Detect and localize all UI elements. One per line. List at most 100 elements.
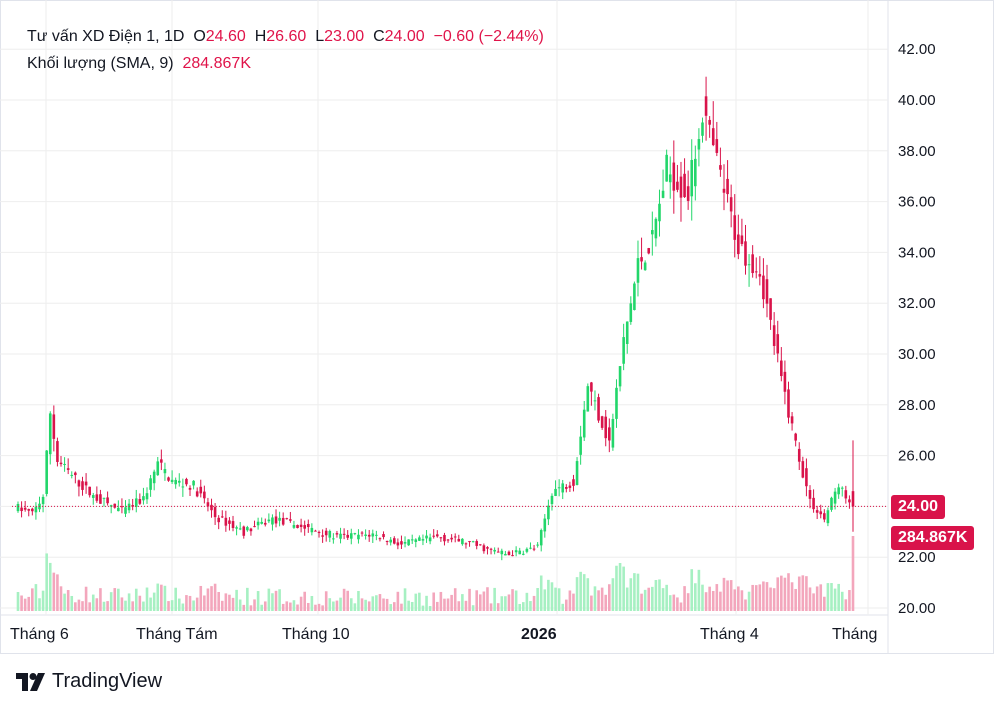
volume-bar	[529, 601, 532, 611]
candle-body	[256, 521, 260, 526]
volume-bar	[260, 604, 263, 611]
candle-body	[568, 485, 572, 488]
candle-body	[711, 128, 715, 146]
candle-body	[371, 533, 375, 537]
candle-body	[729, 197, 733, 212]
candle-body	[56, 441, 59, 462]
candle-body	[722, 188, 726, 193]
candle-body	[543, 518, 547, 532]
volume-bar	[518, 603, 522, 611]
candle-body	[665, 154, 668, 182]
candle-body	[192, 480, 195, 486]
low-value: 23.00	[324, 28, 365, 45]
volume-bar	[550, 582, 554, 611]
volume-bar	[242, 604, 246, 611]
candle-body	[486, 547, 489, 549]
volume-bar	[263, 601, 267, 611]
volume-bar	[715, 584, 719, 611]
volume-bar	[177, 598, 181, 611]
candle-body	[231, 521, 235, 528]
candle-body	[102, 497, 106, 499]
volume-bar	[522, 602, 525, 611]
candle-body	[443, 534, 446, 542]
volume-bar	[665, 584, 668, 611]
candle-body	[586, 386, 590, 412]
volume-bar	[253, 599, 256, 611]
candle-body	[758, 274, 762, 277]
candle-body	[754, 271, 758, 273]
symbol-label[interactable]: Tư vấn XD Điện 1, 1D	[27, 28, 185, 45]
y-tick-label: 20.00	[898, 600, 936, 617]
candle-body	[188, 487, 192, 490]
candle-body	[99, 494, 102, 504]
volume-bar	[88, 602, 91, 611]
candle-body	[418, 537, 421, 541]
high-value: 26.60	[266, 28, 307, 45]
candle-body	[547, 505, 550, 520]
candle-body	[575, 461, 579, 485]
volume-bar	[711, 590, 715, 611]
low-label: L	[315, 28, 325, 45]
volume-bar	[830, 583, 833, 611]
candle-body	[167, 477, 170, 481]
candle-body	[686, 186, 690, 201]
candle-body	[131, 505, 134, 507]
candle-body	[769, 298, 772, 320]
candle-body	[550, 495, 554, 505]
volume-bar	[281, 603, 285, 611]
candle-body	[801, 461, 805, 478]
candle-body	[532, 548, 536, 550]
candle-body	[278, 517, 281, 521]
volume-bar	[554, 587, 557, 611]
candle-body	[765, 279, 769, 304]
volume-bar	[199, 585, 203, 611]
candle-body	[414, 539, 418, 542]
candle-body	[314, 530, 317, 532]
volume-bar	[357, 590, 360, 611]
candle-body	[224, 517, 228, 526]
candle-body	[392, 538, 396, 544]
volume-bar	[339, 597, 342, 611]
candle-body	[672, 162, 676, 191]
volume-bar	[407, 600, 410, 611]
volume-bar	[751, 584, 754, 611]
volume-bar	[117, 588, 120, 611]
tradingview-logo[interactable]: TradingView	[16, 670, 162, 693]
candle-body	[27, 509, 31, 511]
candle-body	[396, 542, 400, 546]
volume-bar	[525, 592, 529, 611]
volume-bar	[163, 585, 167, 611]
volume-bar	[353, 603, 357, 611]
volume-bar	[439, 591, 443, 611]
volume-bar	[99, 588, 102, 611]
candle-body	[805, 468, 808, 487]
volume-bar	[765, 582, 769, 611]
candle-body	[217, 517, 220, 523]
volume-bar	[70, 595, 74, 611]
candle-body	[539, 530, 543, 546]
candle-body	[507, 551, 511, 556]
volume-bar	[514, 590, 518, 611]
candle-body	[719, 165, 722, 170]
volume-bar	[410, 601, 414, 611]
candle-body	[48, 413, 52, 455]
volume-bar	[457, 601, 461, 611]
volume-bar	[256, 591, 260, 611]
candle-body	[561, 483, 565, 493]
y-tick-label: 42.00	[898, 41, 936, 58]
volume-indicator-label[interactable]: Khối lượng (SMA, 9)	[27, 55, 174, 72]
candle-body	[109, 505, 113, 507]
volume-bar	[536, 588, 539, 611]
x-tick-label: Tháng	[832, 626, 877, 643]
candle-body	[737, 234, 740, 255]
candle-body	[349, 533, 353, 539]
volume-bar	[801, 575, 805, 611]
candle-body	[464, 543, 468, 545]
volume-bar	[299, 596, 303, 611]
candle-body	[174, 479, 177, 485]
candle-body	[142, 496, 145, 501]
volume-bar	[769, 587, 772, 611]
candle-body	[762, 275, 765, 300]
